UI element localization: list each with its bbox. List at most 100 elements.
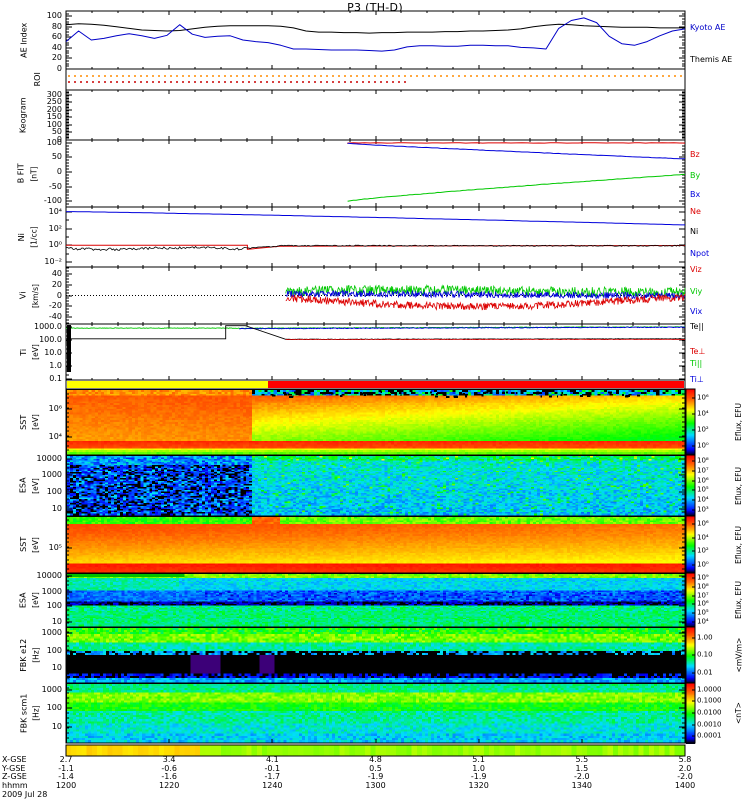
- legend-npot: Npot: [690, 250, 709, 258]
- bfit-ytick: -50: [49, 183, 62, 191]
- keogram-ytick: 200: [47, 106, 62, 114]
- vi-viz: [285, 293, 686, 311]
- sst-electron-axis-label: SST: [19, 537, 29, 552]
- status-bar-red: [268, 381, 685, 388]
- xaxis-row-label: hhmm: [2, 781, 28, 790]
- bfit-bx: [347, 142, 686, 160]
- cb_esa_i-tick: 10⁷: [697, 467, 709, 475]
- cb_esa_i-tick: 10³: [697, 506, 709, 514]
- ni-ytick: 10²: [49, 225, 62, 233]
- ti-axis-unit: [eV]: [31, 344, 40, 360]
- sst-ion-axis-label: SST: [19, 414, 29, 429]
- vi-ytick: -20: [49, 302, 62, 310]
- legend-kyoto-ae: Kyoto AE: [690, 24, 725, 32]
- ae-series-themis-ae: [65, 23, 685, 34]
- legend-ni: Ni: [690, 228, 698, 236]
- cb_sst_e-tick: 10²: [697, 547, 709, 555]
- spec-ytick: 1000: [42, 629, 62, 637]
- fbk-scm1-spectrogram: [67, 684, 685, 743]
- xaxis-value-z_gse: -1.7: [265, 773, 281, 781]
- bfit-by: [347, 173, 685, 202]
- cb_fbk_e12-tick: 1.00: [697, 634, 713, 642]
- legend-viy: Viy: [690, 288, 702, 296]
- cb_sst_e-title: Eflux, EFU: [734, 526, 743, 564]
- xaxis-value-y_gse: -0.1: [265, 764, 281, 773]
- sst-electron-spectrogram: [67, 517, 685, 573]
- fbk-e12-spectrogram: [67, 628, 685, 683]
- ni-axis-unit: [1/cc]: [29, 226, 38, 247]
- xaxis-value-y_gse: 0.5: [369, 764, 382, 773]
- xaxis-value-x_gse: 5.5: [575, 756, 588, 764]
- cb_esa_i: [686, 455, 695, 517]
- cb_sst_i-title: Eflux, EFU: [734, 403, 743, 441]
- xaxis-value-z_gse: -1.4: [58, 773, 74, 781]
- bottom-colorbar: [66, 745, 686, 756]
- cb_esa_e-tick: 10⁵: [697, 609, 709, 617]
- xaxis-value-y_gse: 1.5: [575, 764, 588, 773]
- vi-ytick: 0: [57, 292, 62, 300]
- cb_esa_e-tick: 10⁴: [697, 618, 709, 626]
- cb_esa_e-tick: 10⁷: [697, 592, 709, 600]
- fbk-e12-axis-unit: [Hz]: [31, 647, 40, 662]
- spec-ytick: 10: [52, 664, 62, 672]
- vi-ytick: 40: [52, 270, 62, 278]
- legend-bx: Bx: [690, 191, 700, 199]
- cb_fbk_scm1-tick: 1.0000: [697, 686, 722, 694]
- xaxis-date: 2009 Jul 28: [2, 791, 47, 799]
- xaxis-value-hhmm: 1200: [56, 781, 76, 790]
- cb_sst_i-tick: 10⁶: [697, 394, 709, 402]
- xaxis-value-z_gse: -1.6: [161, 773, 177, 781]
- spec-ytick: 100: [47, 488, 62, 496]
- ti-axis-label: Ti: [19, 348, 29, 355]
- bfit-ytick: 100: [47, 139, 62, 147]
- ti-ti-perp: [239, 326, 686, 330]
- ni-axis-label: Ni: [17, 233, 27, 241]
- keogram-ytick: 50: [52, 128, 62, 136]
- xaxis-value-hhmm: 1220: [159, 781, 179, 790]
- keogram-ytick: 150: [47, 113, 62, 121]
- cb_fbk_scm1-tick: 0.0001: [697, 732, 722, 740]
- xaxis-value-hhmm: 1240: [262, 781, 282, 790]
- spec-ytick: 10⁵: [49, 544, 62, 552]
- ae-ytick: 0: [57, 65, 62, 73]
- ni-ne: [66, 244, 686, 250]
- cb_esa_e-tick: 10⁶: [697, 600, 709, 608]
- bfit-ytick: 50: [52, 153, 62, 161]
- legend-te-perp: Te⊥: [690, 348, 705, 356]
- cb_esa_e-tick: 10⁸: [697, 583, 709, 591]
- spec-ytick: 10: [52, 723, 62, 731]
- legend-by: By: [690, 172, 700, 180]
- spec-ytick: 100: [47, 602, 62, 610]
- esa-electron-axis-label: ESA: [19, 592, 29, 608]
- spec-ytick: 10⁶: [49, 405, 62, 413]
- ti-ytick: 0.1: [49, 375, 62, 383]
- bfit-ytick: -100: [44, 197, 62, 205]
- vi-ytick: -40: [49, 313, 62, 321]
- cb_esa_i-tick: 10⁸: [697, 457, 709, 465]
- keogram-ytick: 300: [47, 91, 62, 99]
- xaxis-value-z_gse: -1.9: [368, 773, 384, 781]
- cb_esa_e-tick: 10⁹: [697, 574, 709, 582]
- cb_fbk_e12-tick: 0.01: [697, 669, 713, 677]
- spec-ytick: 10000: [37, 455, 62, 463]
- xaxis-value-x_gse: 5.8: [679, 756, 692, 764]
- cb_esa_i-tick: 10⁶: [697, 477, 709, 485]
- cb_fbk_scm1-tick: 0.0100: [697, 709, 722, 717]
- cb_sst_i-tick: 10⁰: [697, 442, 709, 450]
- legend-ne: Ne: [690, 208, 701, 216]
- cb_sst_e-tick: 10⁰: [697, 561, 709, 569]
- cb_sst_i-tick: 10⁴: [697, 410, 709, 418]
- keogram-axis-label: Keogram: [19, 97, 29, 133]
- fbk-scm1-axis-unit: [Hz]: [31, 705, 40, 720]
- cb_sst_i-tick: 10²: [697, 426, 709, 434]
- xaxis-value-z_gse: -2.0: [677, 773, 693, 781]
- bfit-ytick: 0: [57, 168, 62, 176]
- spec-ytick: 100: [47, 647, 62, 655]
- xaxis-row-label: Y-GSE: [2, 764, 25, 773]
- cb_esa_i-tick: 10⁵: [697, 486, 709, 494]
- spec-ytick: 10: [52, 618, 62, 626]
- xaxis-value-x_gse: 4.8: [369, 756, 382, 764]
- cb_fbk_e12-title: <mV/m>: [734, 638, 743, 673]
- spec-ytick: 1000: [42, 686, 62, 694]
- spec-ytick: 100: [47, 704, 62, 712]
